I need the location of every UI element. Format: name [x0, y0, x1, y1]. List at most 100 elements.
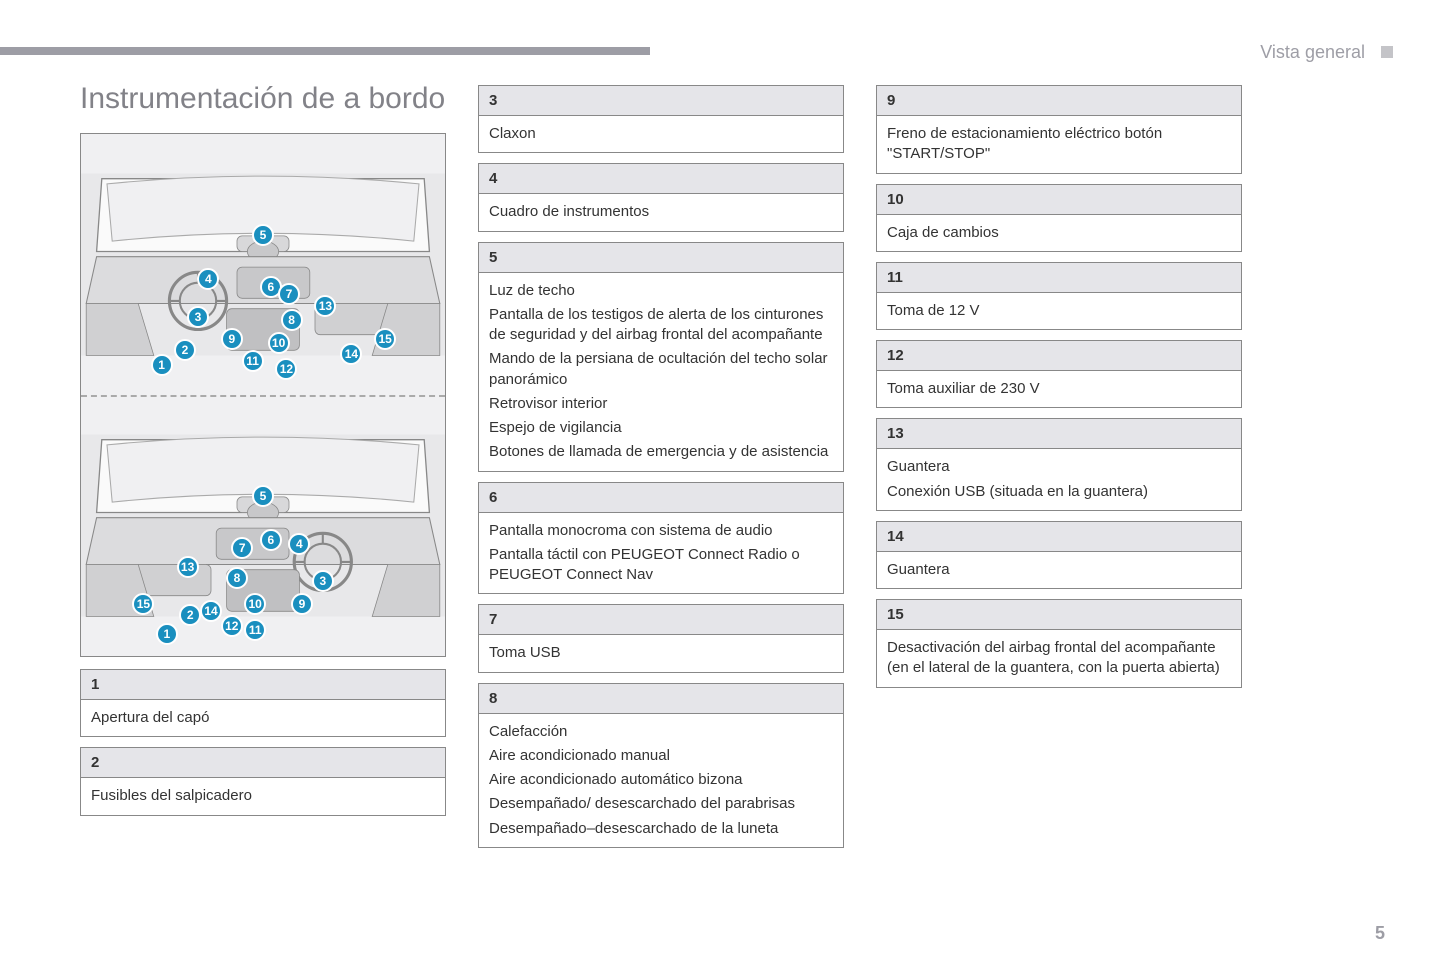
diagram-marker-12: 12: [275, 358, 297, 380]
item-header: 3: [479, 86, 843, 116]
dashboard-svg-bottom: [81, 395, 445, 656]
item-line: Claxon: [489, 124, 833, 144]
item-line: Toma de 12 V: [887, 301, 1231, 321]
item-block-14: 14 Guantera: [876, 521, 1242, 589]
item-block-7: 7Toma USB: [478, 604, 844, 672]
diagram-marker-13: 13: [177, 556, 199, 578]
item-body: Guantera Conexión USB (situada en la guan…: [877, 449, 1241, 510]
diagram-marker-2: 2: [179, 604, 201, 626]
item-body: Caja de cambios: [877, 215, 1241, 251]
dashboard-diagram-top: 546713389101521114112: [81, 134, 445, 395]
diagram-marker-5: 5: [252, 224, 274, 246]
diagram-marker-7: 7: [231, 537, 253, 559]
item-header: 8: [479, 684, 843, 714]
item-block-8: 8 Calefacción Aire acondicionado manual Air…: [478, 683, 844, 848]
diagram-marker-11: 11: [244, 619, 266, 641]
page-number: 5: [1375, 923, 1385, 944]
column-3: 9 Freno de estacionamiento eléctrico botó…: [876, 85, 1242, 858]
item-block-9: 9 Freno de estacionamiento eléctrico botó…: [876, 85, 1242, 174]
diagram-marker-13: 13: [314, 295, 336, 317]
item-line: Freno de estacionamiento eléctrico botón…: [887, 124, 1231, 165]
diagram-marker-9: 9: [291, 593, 313, 615]
item-block-12: 12 Toma auxiliar de 230 V: [876, 340, 1242, 408]
diagram-marker-6: 6: [260, 529, 282, 551]
item-line: Apertura del capó: [91, 708, 435, 728]
item-body: Claxon: [479, 116, 843, 152]
item-body: Pantalla monocroma con sistema de audioP…: [479, 513, 843, 594]
item-block-10: 10 Caja de cambios: [876, 184, 1242, 252]
diagram-marker-8: 8: [281, 309, 303, 331]
item-header: 12: [877, 341, 1241, 371]
item-line: Guantera: [887, 560, 1231, 580]
dashboard-diagram: 546713389101521114112: [80, 133, 446, 657]
item-line: Fusibles del salpicadero: [91, 786, 435, 806]
item-block-3: 3 Claxon: [478, 85, 844, 153]
item-line: Desactivación del airbag frontal del aco…: [887, 638, 1231, 679]
item-body: Cuadro de instrumentos: [479, 194, 843, 230]
item-block-5: 5 Luz de techo Pantalla de los testigos de…: [478, 242, 844, 472]
diagram-marker-11: 11: [242, 350, 264, 372]
accent-bar: [0, 47, 650, 55]
content-columns: 546713389101521114112: [80, 85, 1242, 858]
item-line: Desempañado/ desescarchado del parabrisa…: [489, 794, 833, 814]
item-block-4: 4 Cuadro de instrumentos: [478, 163, 844, 231]
item-body: Luz de techo Pantalla de los testigos de …: [479, 273, 843, 471]
item-line: Caja de cambios: [887, 223, 1231, 243]
item-body: Desactivación del airbag frontal del aco…: [877, 630, 1241, 687]
item-line: Desempañado–desescarchado de la luneta: [489, 819, 833, 839]
diagram-marker-4: 4: [288, 533, 310, 555]
item-line: Calefacción: [489, 722, 833, 742]
diagram-marker-10: 10: [244, 593, 266, 615]
item-header: 14: [877, 522, 1241, 552]
diagram-marker-12: 12: [221, 615, 243, 637]
column-2: 3Claxon4Cuadro de instrumentos5Luz de te…: [478, 85, 844, 858]
item-line: Pantalla de los testigos de alerta de lo…: [489, 305, 833, 346]
item-line: Pantalla táctil con PEUGEOT Connect Radi…: [489, 545, 833, 586]
diagram-marker-14: 14: [200, 600, 222, 622]
diagram-marker-1: 1: [151, 354, 173, 376]
item-body: Guantera: [877, 552, 1241, 588]
dashboard-diagram-bottom: 576413831091521412111: [81, 395, 445, 656]
item-line: Toma USB: [489, 643, 833, 663]
item-block-11: 11Toma de 12 V: [876, 262, 1242, 330]
item-body: Freno de estacionamiento eléctrico botón…: [877, 116, 1241, 173]
section-marker-icon: [1381, 46, 1393, 58]
column-1: 546713389101521114112: [80, 85, 446, 858]
item-line: Aire acondicionado automático bizona: [489, 770, 833, 790]
item-block-15: 15Desactivación del airbag frontal del a…: [876, 599, 1242, 688]
item-header: 5: [479, 243, 843, 273]
item-block-13: 13GuanteraConexión USB (situada en la gu…: [876, 418, 1242, 511]
diagram-marker-7: 7: [278, 283, 300, 305]
section-label: Vista general: [1260, 42, 1365, 63]
item-body: Toma de 12 V: [877, 293, 1241, 329]
diagram-marker-3: 3: [312, 570, 334, 592]
item-header: 2: [81, 748, 445, 778]
item-block-1: 1 Apertura del capó: [80, 669, 446, 737]
item-line: Toma auxiliar de 230 V: [887, 379, 1231, 399]
diagram-marker-14: 14: [340, 343, 362, 365]
item-line: Cuadro de instrumentos: [489, 202, 833, 222]
item-body: Fusibles del salpicadero: [81, 778, 445, 814]
item-header: 9: [877, 86, 1241, 116]
item-body: Apertura del capó: [81, 700, 445, 736]
diagram-marker-1: 1: [156, 623, 178, 645]
diagram-marker-10: 10: [268, 332, 290, 354]
item-header: 1: [81, 670, 445, 700]
diagram-marker-15: 15: [374, 328, 396, 350]
diagram-marker-9: 9: [221, 328, 243, 350]
item-block-2: 2 Fusibles del salpicadero: [80, 747, 446, 815]
dashboard-svg-top: [81, 134, 445, 395]
diagram-marker-2: 2: [174, 339, 196, 361]
diagram-marker-8: 8: [226, 567, 248, 589]
item-line: Luz de techo: [489, 281, 833, 301]
diagram-marker-5: 5: [252, 485, 274, 507]
item-header: 10: [877, 185, 1241, 215]
item-line: Espejo de vigilancia: [489, 418, 833, 438]
diagram-marker-4: 4: [197, 268, 219, 290]
item-line: Aire acondicionado manual: [489, 746, 833, 766]
item-body: Toma USB: [479, 635, 843, 671]
item-line: Mando de la persiana de ocultación del t…: [489, 349, 833, 390]
item-header: 4: [479, 164, 843, 194]
item-line: Conexión USB (situada en la guantera): [887, 482, 1231, 502]
item-line: Guantera: [887, 457, 1231, 477]
